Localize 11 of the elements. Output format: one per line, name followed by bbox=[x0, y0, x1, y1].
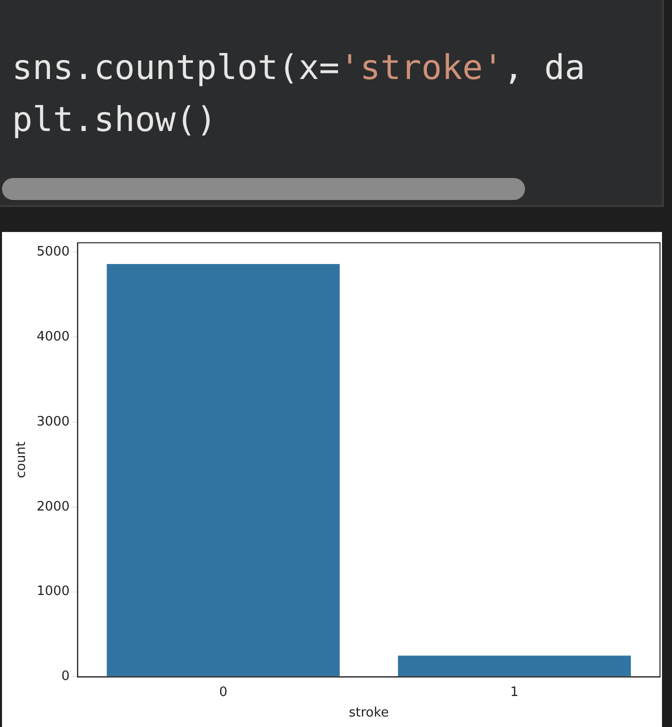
y-tick-label: 1000 bbox=[36, 584, 70, 600]
text: plt.show() bbox=[12, 100, 217, 140]
y-tick-label: 5000 bbox=[36, 244, 70, 260]
y-tick-label: 2000 bbox=[36, 499, 70, 514]
x-axis-title: stroke bbox=[348, 706, 389, 721]
y-tick-label: 4000 bbox=[36, 329, 70, 344]
y-tick-label: 3000 bbox=[36, 414, 70, 430]
text: sns.countplot(x='stroke', da bbox=[12, 48, 586, 88]
x-tick-label: 1 bbox=[510, 684, 519, 700]
y-tick-label: 0 bbox=[61, 669, 70, 684]
y-axis-title: count bbox=[14, 441, 30, 478]
